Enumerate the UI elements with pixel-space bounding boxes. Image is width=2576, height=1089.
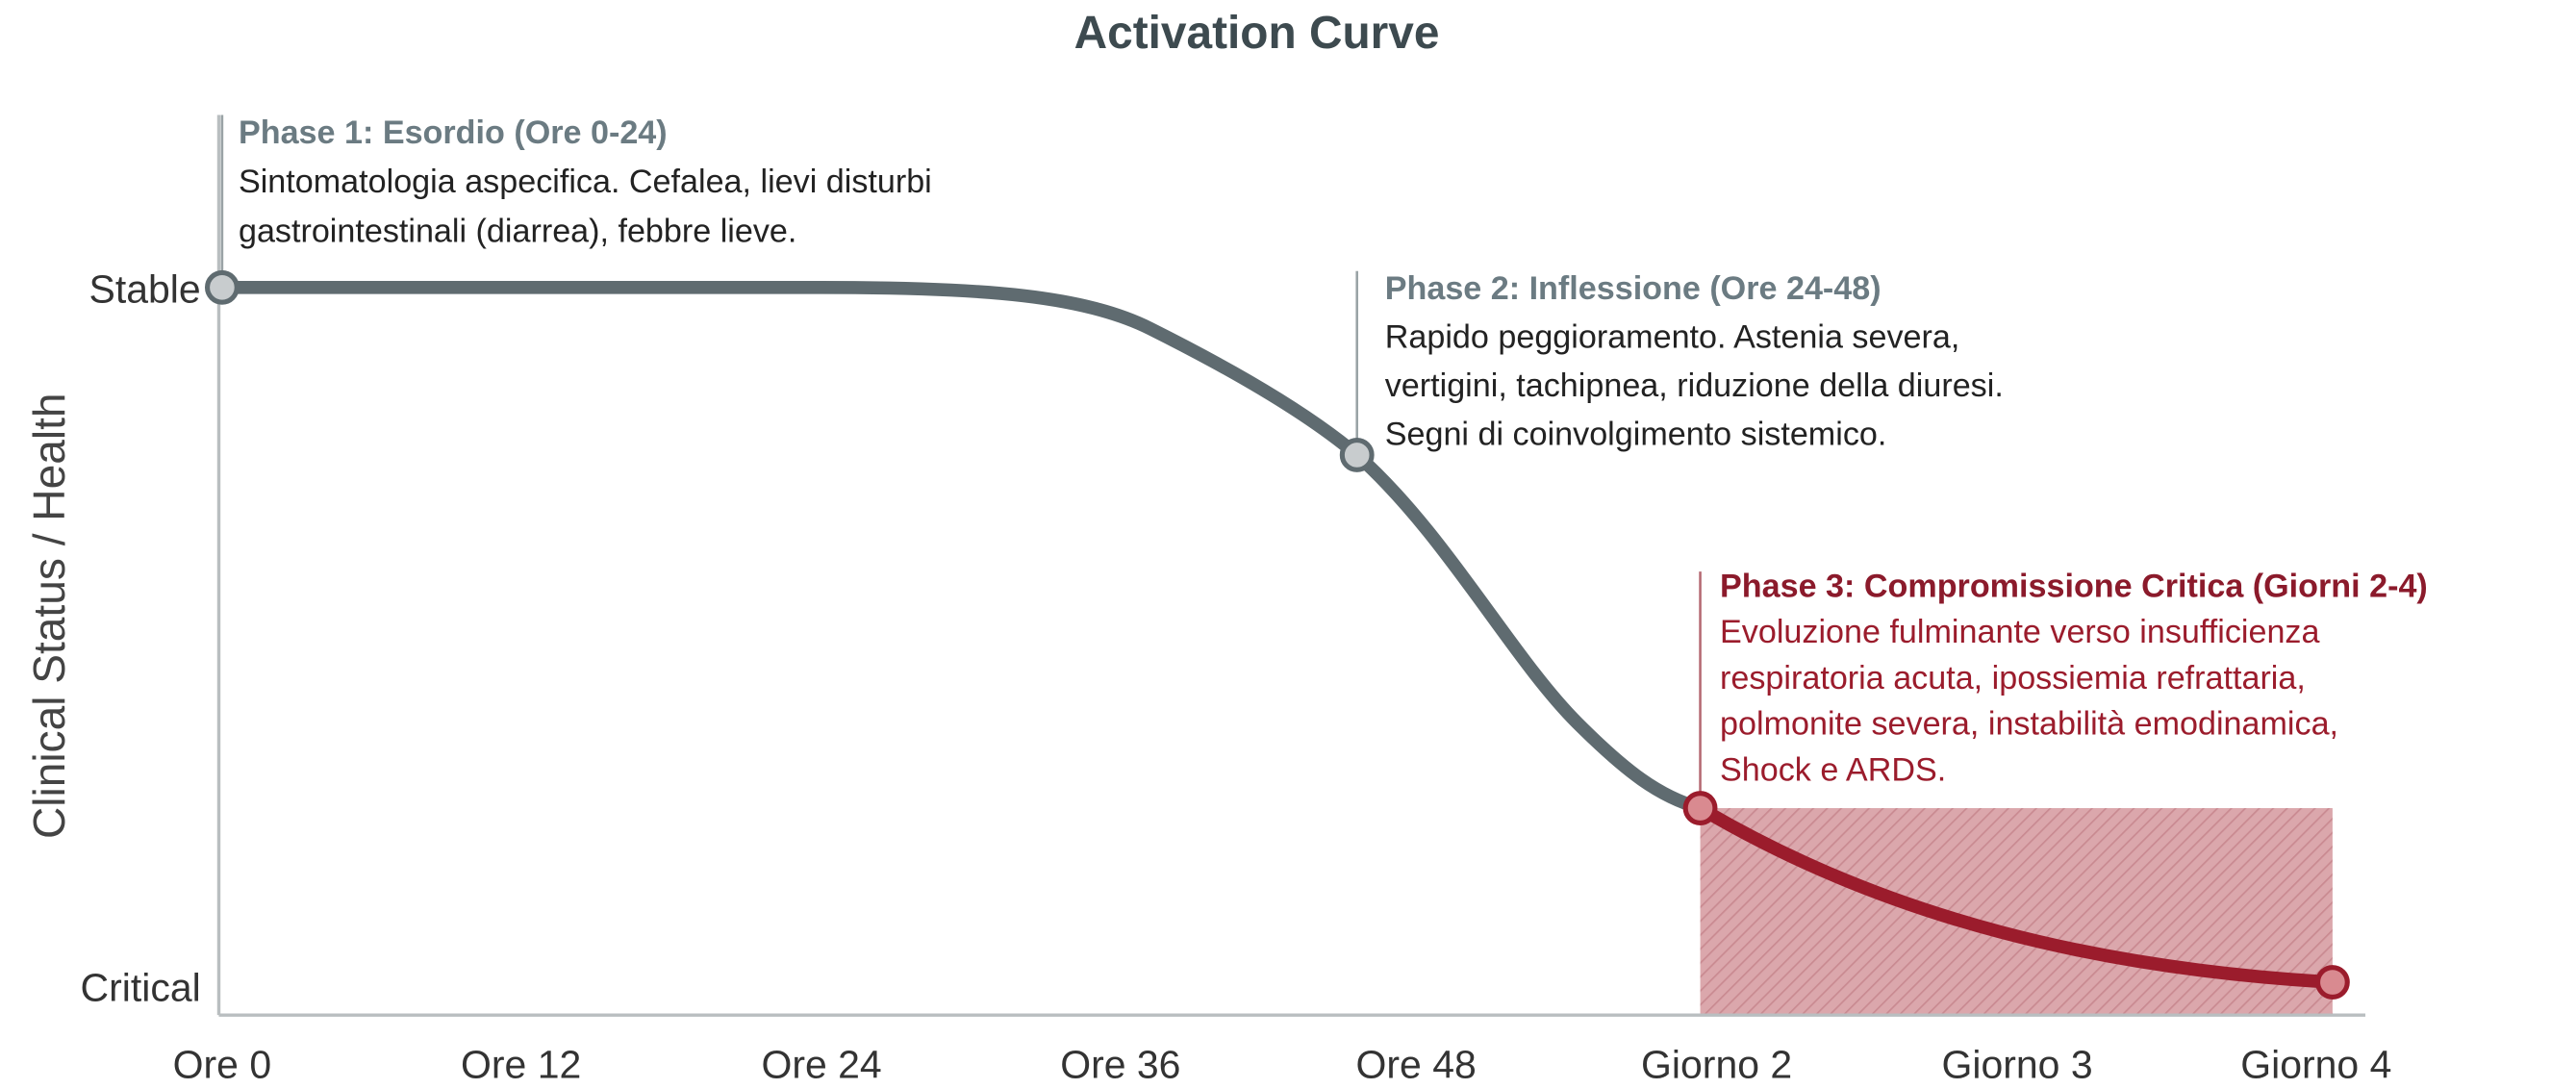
x-tick-label: Ore 24 [761,1043,881,1087]
phase-text: Evoluzione fulminante verso insufficienz… [1720,614,2319,650]
x-tick-label: Ore 0 [173,1043,271,1087]
critical-zone [1700,808,2333,1016]
x-tick-label: Giorno 2 [1641,1043,1792,1087]
x-tick-label: Giorno 4 [2240,1043,2391,1087]
end-point [2314,965,2350,1000]
title: Activation Curve [1074,8,1440,59]
phase-point [1339,438,1375,472]
y-label-top: Stable [89,267,201,312]
phase-text: vertigini, tachipnea, riduzione della di… [1385,367,2004,404]
curve-stable [215,280,1707,815]
phase-title: Phase 1: Esordio (Ore 0-24) [239,114,668,151]
phase-text: polmonite severa, instabilità emodinamic… [1720,706,2338,743]
x-tick-label: Giorno 3 [1942,1043,2093,1087]
y-label-bottom: Critical [81,965,201,1009]
phase-text: Sintomatologia aspecifica. Cefalea, liev… [239,164,932,200]
phase-text: respiratoria acuta, ipossiemia refrattar… [1720,660,2306,696]
phase-point [204,269,240,305]
phase-title: Phase 3: Compromissione Critica (Giorni … [1720,568,2428,604]
y-axis-title: Clinical Status / Health [24,393,74,839]
phase-point [1682,791,1718,825]
phase-text: Shock e ARDS. [1720,751,1946,788]
curve-critical [1693,801,2339,989]
phase-text: Segni di coinvolgimento sistemico. [1385,416,1887,452]
x-tick-label: Ore 36 [1060,1043,1180,1087]
phase-text: gastrointestinali (diarrea), febbre liev… [239,213,796,249]
phase-title: Phase 2: Inflessione (Ore 24-48) [1385,270,1881,307]
phase-text: Rapido peggioramento. Astenia severa, [1385,319,1960,356]
x-tick-label: Ore 48 [1356,1043,1477,1087]
x-tick-label: Ore 12 [461,1043,581,1087]
